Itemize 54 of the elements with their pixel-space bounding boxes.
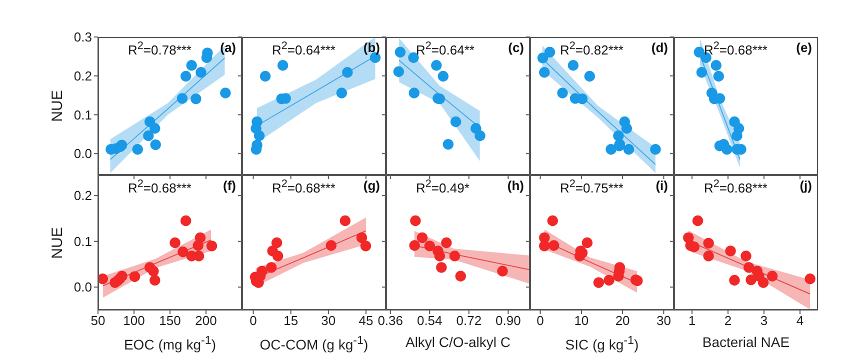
x-tick-label: 0.54 bbox=[416, 313, 442, 328]
annotation: R$^{2}$=0.68*** bbox=[704, 40, 768, 58]
y-axis-title: NUE bbox=[48, 89, 67, 124]
x-tick-label: 20 bbox=[615, 313, 630, 328]
x-tick-label: 150 bbox=[159, 313, 181, 328]
x-tick-label: 100 bbox=[123, 313, 145, 328]
annotation: R$^{2}$=0.68*** bbox=[272, 178, 336, 196]
y-tick-label: 0.1 bbox=[74, 107, 92, 122]
x-tick-label: 3 bbox=[760, 313, 768, 328]
annotation: R$^{2}$=0.78*** bbox=[128, 40, 192, 58]
annotation: R$^{2}$=0.68*** bbox=[704, 178, 768, 196]
annotation: (e) bbox=[796, 40, 812, 57]
x-axis-title: Alkyl C/O-alkyl C bbox=[405, 334, 510, 350]
annotation: (h) bbox=[507, 178, 524, 195]
x-axis-title: Bacterial NAE bbox=[701, 334, 791, 350]
x-tick-label: 2 bbox=[724, 313, 732, 328]
annotation: R$^{2}$=0.68*** bbox=[128, 178, 192, 196]
y-tick-label: 0.2 bbox=[74, 188, 92, 204]
x-axis-title: OC-COM (g kg$^{-1}$) bbox=[258, 334, 370, 353]
annotation: (i) bbox=[656, 178, 668, 195]
y-tick-label: 0.0 bbox=[74, 280, 92, 295]
annotation: (d) bbox=[651, 40, 668, 57]
y-tick-label: 0.0 bbox=[74, 146, 92, 162]
annotation: R$^{2}$=0.82*** bbox=[560, 40, 624, 58]
x-tick-label: 0.72 bbox=[456, 313, 482, 328]
annotation: (g) bbox=[363, 178, 380, 195]
x-tick-label: 10 bbox=[574, 313, 589, 328]
x-axis-title: SIC (g kg$^{-1}$) bbox=[564, 334, 640, 353]
x-tick-label: 45 bbox=[358, 313, 374, 328]
annotation: (a) bbox=[220, 40, 236, 57]
x-axis-title: EOC (mg kg$^{-1}$) bbox=[124, 334, 216, 353]
x-tick-label: 1 bbox=[688, 313, 696, 328]
x-tick-label: 0 bbox=[250, 313, 257, 328]
x-tick-label: 30 bbox=[321, 313, 336, 328]
y-tick-label: 0.1 bbox=[74, 234, 92, 249]
y-tick-label: 0.2 bbox=[74, 68, 92, 84]
x-tick-label: 0 bbox=[536, 313, 544, 328]
x-tick-label: 200 bbox=[195, 313, 217, 328]
annotation: R$^{2}$=0.64*** bbox=[272, 40, 336, 58]
x-tick-label: 15 bbox=[284, 313, 298, 328]
x-tick-label: 50 bbox=[90, 313, 106, 328]
y-tick-label: 0.3 bbox=[74, 30, 92, 45]
annotation: R$^{2}$=0.49* bbox=[416, 178, 470, 196]
x-tick-label: 0.90 bbox=[496, 313, 521, 328]
annotation: R$^{2}$=0.75*** bbox=[560, 178, 624, 196]
x-tick-label: 0.36 bbox=[378, 313, 404, 328]
x-tick-label: 30 bbox=[656, 313, 671, 328]
annotation: R$^{2}$=0.64** bbox=[416, 40, 474, 58]
annotation: (c) bbox=[508, 40, 524, 57]
annotation: (f) bbox=[223, 178, 236, 195]
x-tick-label: 4 bbox=[796, 313, 804, 328]
annotation: (j) bbox=[800, 178, 812, 195]
annotation: (b) bbox=[363, 40, 380, 57]
y-axis-title: NUE bbox=[48, 226, 67, 260]
